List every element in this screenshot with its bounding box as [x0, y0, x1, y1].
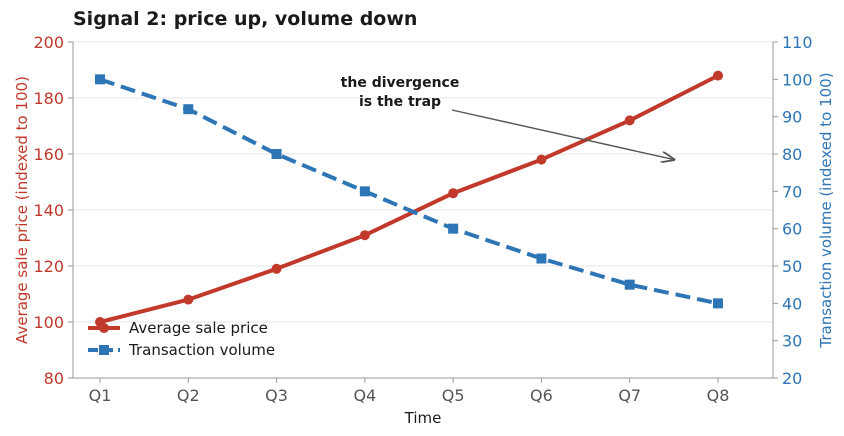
x-tick-label: Q3: [265, 386, 288, 405]
data-point: [359, 230, 370, 241]
x-tick-label: Q8: [707, 386, 730, 405]
data-point: [448, 188, 459, 199]
y-right-tick-label: 80: [782, 145, 802, 164]
data-point: [713, 298, 723, 309]
data-point: [448, 223, 459, 234]
y-axis-left-label: Average sale price (indexed to 100): [13, 76, 31, 344]
data-point: [359, 186, 370, 197]
series-layer: [95, 70, 723, 327]
legend-label: Average sale price: [129, 319, 268, 337]
annotation-text: the divergence: [341, 75, 460, 91]
data-point: [271, 263, 282, 274]
y-left-tick-label: 140: [33, 201, 64, 220]
data-point: [536, 253, 547, 264]
x-tick-label: Q5: [442, 386, 465, 405]
y-right-tick-label: 30: [782, 332, 802, 351]
axes: [68, 41, 778, 383]
legend-label: Transaction volume: [128, 341, 275, 359]
y-axis-right-label: Transaction volume (indexed to 100): [817, 72, 835, 348]
annotation-arrow: [451, 109, 674, 160]
data-point: [95, 74, 105, 85]
y-right-tick-label: 70: [782, 182, 802, 201]
y-left-tick-label: 120: [33, 257, 64, 276]
x-axis-label: Time: [404, 409, 442, 427]
y-right-tick-label: 50: [782, 257, 802, 276]
y-right-tick-label: 110: [782, 33, 813, 52]
x-tick-label: Q7: [618, 386, 641, 405]
y-right-tick-label: 60: [782, 220, 802, 239]
chart-title: Signal 2: price up, volume down: [73, 8, 417, 30]
data-point: [624, 279, 635, 290]
data-point: [624, 115, 635, 126]
x-tick-label: Q6: [530, 386, 553, 405]
data-point: [271, 149, 282, 159]
x-tick-label: Q1: [89, 386, 112, 405]
x-tick-label: Q2: [177, 386, 200, 405]
series-line-1: [99, 77, 719, 306]
data-point: [713, 70, 723, 81]
legend: Average sale price Transaction volume: [88, 319, 275, 359]
y-left-tick-label: 100: [33, 313, 64, 332]
y-right-tick-label: 20: [782, 369, 802, 388]
tick-labels: 80 100 120 140 160 180 200 20 30 40 50 60 70 80 90 100 1…: [33, 33, 812, 405]
y-right-tick-label: 100: [782, 70, 813, 89]
y-left-tick-label: 200: [33, 33, 64, 52]
annotation-group: the divergence is the trap: [341, 75, 674, 160]
y-left-tick-label: 180: [33, 89, 64, 108]
data-point: [183, 294, 194, 305]
series-line-0: [99, 73, 719, 324]
y-left-tick-label: 160: [33, 145, 64, 164]
x-tick-label: Q4: [353, 386, 376, 405]
y-right-tick-label: 90: [782, 108, 802, 127]
data-point: [183, 104, 194, 115]
annotation-text: is the trap: [359, 94, 441, 110]
y-right-tick-label: 40: [782, 294, 802, 313]
y-left-tick-label: 80: [44, 369, 64, 388]
legend-marker: [99, 323, 109, 333]
legend-marker: [99, 345, 109, 355]
data-point: [536, 154, 547, 165]
grid-lines: [73, 41, 773, 379]
